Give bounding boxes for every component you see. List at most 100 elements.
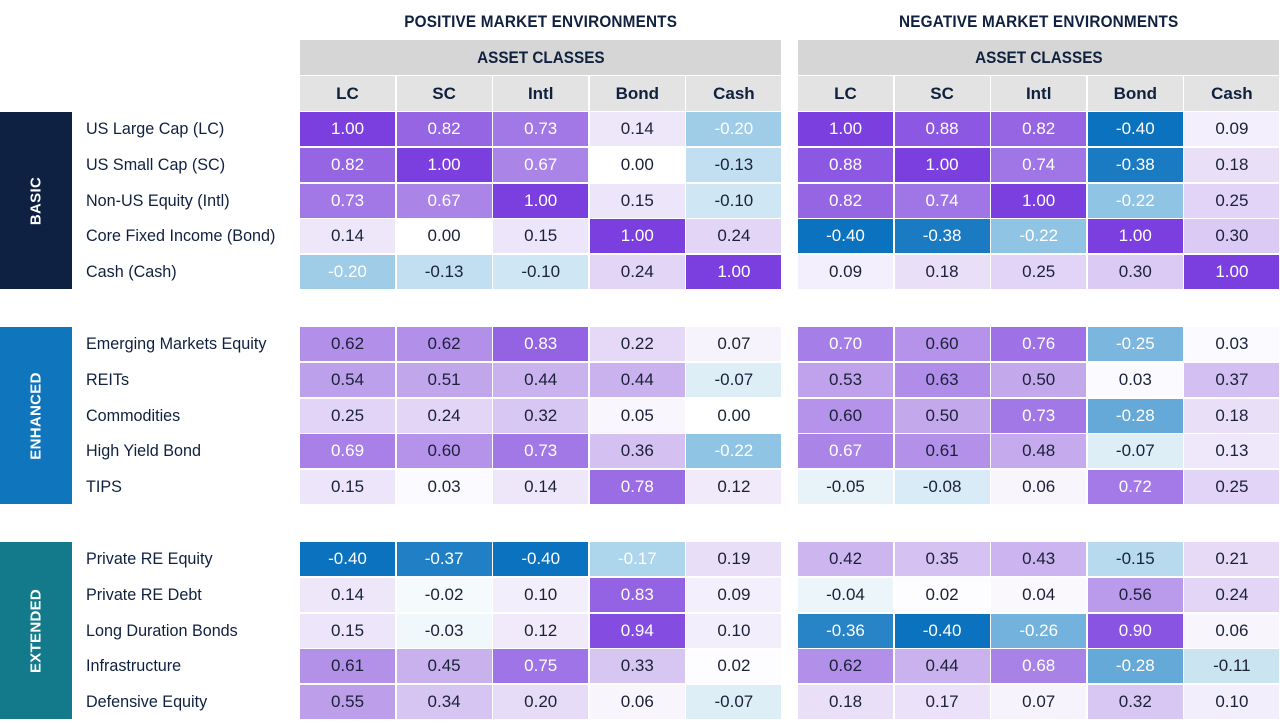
row-label: Defensive Equity — [86, 692, 208, 712]
heatmap-cell: 0.03 — [1087, 362, 1183, 397]
heatmap-cell: 0.83 — [589, 577, 685, 612]
heatmap-cell: 0.62 — [798, 649, 893, 684]
heatmap-cell: -0.13 — [396, 255, 492, 290]
heatmap-cell: 0.09 — [1184, 112, 1280, 146]
heatmap-cell: 0.50 — [991, 362, 1087, 397]
heatmap-cell: 0.42 — [798, 542, 893, 576]
heatmap-cell: 0.13 — [1184, 434, 1280, 469]
heatmap-cell: -0.26 — [991, 613, 1087, 648]
heatmap-cell: 0.02 — [894, 577, 990, 612]
heatmap-cell: 0.48 — [991, 434, 1087, 469]
heatmap-cell: 0.82 — [991, 112, 1087, 146]
row-label: Core Fixed Income (Bond) — [86, 226, 276, 246]
heatmap-cell: 0.24 — [1184, 577, 1280, 612]
heatmap-cell: 0.55 — [300, 685, 395, 720]
heatmap-cell: 1.00 — [589, 219, 685, 254]
heatmap-cell: 0.67 — [396, 183, 492, 218]
heatmap-cell: -0.17 — [589, 542, 685, 576]
heatmap-cell: 0.83 — [493, 327, 589, 361]
heatmap-cell: 0.14 — [300, 219, 395, 254]
heatmap-cell: 0.09 — [798, 255, 893, 290]
heatmap-cell: -0.04 — [798, 577, 893, 612]
heatmap-cell: 0.25 — [1184, 470, 1280, 505]
heatmap-cell: 0.18 — [798, 685, 893, 720]
heatmap-cell: 0.18 — [894, 255, 990, 290]
heatmap-cell: 0.54 — [300, 362, 395, 397]
heatmap-cell: 0.10 — [493, 577, 589, 612]
heatmap-cell: -0.28 — [1087, 649, 1183, 684]
heatmap-cell: -0.40 — [798, 219, 893, 254]
row-label: Non-US Equity (Intl) — [86, 190, 230, 210]
heatmap-cell: 0.43 — [991, 542, 1087, 576]
row-label: Emerging Markets Equity — [86, 334, 267, 353]
asset-classes-header-negative: ASSET CLASSES — [798, 40, 1280, 75]
heatmap-cell: 0.94 — [589, 613, 685, 648]
heatmap-cell: -0.10 — [493, 255, 589, 290]
heatmap-cell: 0.19 — [686, 542, 782, 576]
row-label: Private RE Equity — [86, 549, 213, 568]
group-bar-enhanced: ENHANCED — [0, 327, 72, 505]
heatmap-cell: 0.15 — [589, 183, 685, 218]
heatmap-cell: 0.03 — [396, 470, 492, 505]
row-label: TIPS — [86, 477, 122, 497]
heatmap-cell: 0.82 — [396, 112, 492, 146]
heatmap-cell: 1.00 — [493, 183, 589, 218]
row-label: Infrastructure — [86, 656, 182, 676]
heatmap-cell: 0.24 — [686, 219, 782, 254]
heatmap-cell: -0.36 — [798, 613, 893, 648]
heatmap-cell: -0.15 — [1087, 542, 1183, 576]
heatmap-cell: 0.30 — [1184, 219, 1280, 254]
heatmap-cell: 0.15 — [300, 613, 395, 648]
row-label: High Yield Bond — [86, 441, 201, 461]
heatmap-cell: 1.00 — [798, 112, 893, 146]
asset-classes-label: ASSET CLASSES — [476, 48, 605, 67]
heatmap-cell: 0.04 — [991, 577, 1087, 612]
heatmap-cell: -0.40 — [493, 542, 589, 576]
group-label: ENHANCED — [27, 371, 45, 460]
column-header-intl: Intl — [493, 76, 589, 111]
heatmap-cell: -0.38 — [894, 219, 990, 254]
heatmap-cell: 0.78 — [589, 470, 685, 505]
heatmap-cell: 0.44 — [589, 362, 685, 397]
column-header-lc: LC — [300, 76, 395, 111]
heatmap-cell: 0.88 — [894, 112, 990, 146]
heatmap-cell: -0.40 — [1087, 112, 1183, 146]
heatmap-cell: 0.24 — [589, 255, 685, 290]
heatmap-cell: 0.56 — [1087, 577, 1183, 612]
heatmap-cell: 0.09 — [686, 577, 782, 612]
heatmap-cell: 0.68 — [991, 649, 1087, 684]
heatmap-cell: 0.18 — [1184, 398, 1280, 433]
heatmap-cell: -0.10 — [686, 183, 782, 218]
row-label: US Small Cap (SC) — [86, 154, 226, 174]
heatmap-cell: 1.00 — [1184, 255, 1280, 290]
heatmap-cell: -0.03 — [396, 613, 492, 648]
heatmap-cell: 0.12 — [686, 470, 782, 505]
heatmap-cell: 0.62 — [396, 327, 492, 361]
heatmap-cell: -0.13 — [686, 147, 782, 182]
heatmap-cell: 0.12 — [493, 613, 589, 648]
heatmap-cell: 0.74 — [894, 183, 990, 218]
heatmap-cell: 0.15 — [300, 470, 395, 505]
heatmap-cell: 0.34 — [396, 685, 492, 720]
heatmap-cell: 0.25 — [1184, 183, 1280, 218]
heatmap-cell: 0.73 — [991, 398, 1087, 433]
heatmap-cell: 0.60 — [894, 327, 990, 361]
heatmap-cell: -0.22 — [1087, 183, 1183, 218]
heatmap-cell: 0.76 — [991, 327, 1087, 361]
asset-classes-header-positive: ASSET CLASSES — [300, 40, 782, 75]
heatmap-cell: 0.63 — [894, 362, 990, 397]
row-label: Long Duration Bonds — [86, 620, 238, 640]
heatmap-cell: -0.07 — [686, 685, 782, 720]
heatmap-cell: 0.37 — [1184, 362, 1280, 397]
asset-classes-label: ASSET CLASSES — [974, 48, 1103, 67]
heatmap-cell: -0.37 — [396, 542, 492, 576]
heatmap-cell: 0.45 — [396, 649, 492, 684]
heatmap-cell: -0.40 — [894, 613, 990, 648]
heatmap-cell: 0.69 — [300, 434, 395, 469]
heatmap-cell: 1.00 — [300, 112, 395, 146]
heatmap-cell: 0.73 — [300, 183, 395, 218]
column-header-bond: Bond — [589, 76, 685, 111]
heatmap-cell: 0.82 — [798, 183, 893, 218]
row-label: REITs — [86, 369, 130, 389]
column-header-sc: SC — [396, 76, 492, 111]
